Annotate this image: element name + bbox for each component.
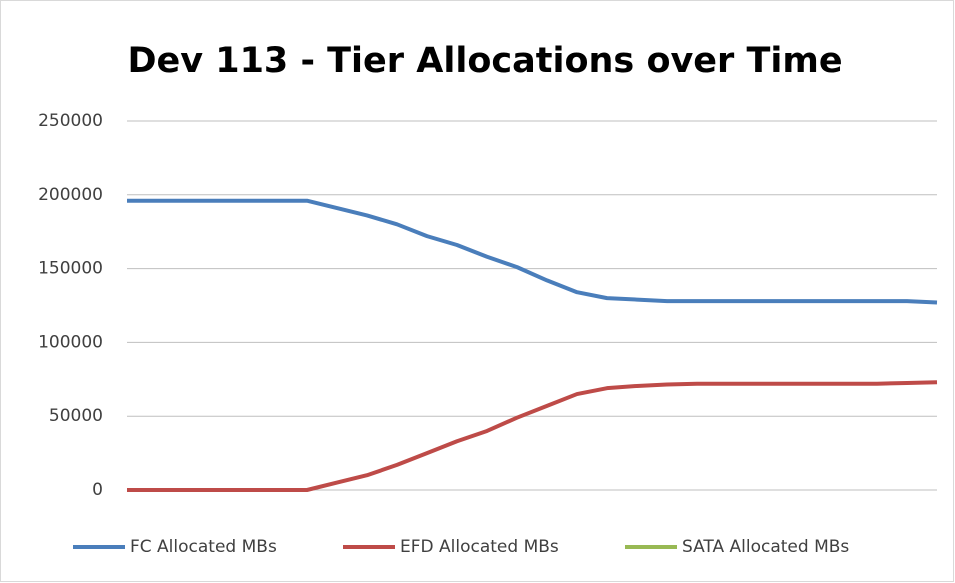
y-tick-label: 100000 xyxy=(38,332,103,352)
y-tick-label: 200000 xyxy=(38,185,103,205)
chart-title: Dev 113 - Tier Allocations over Time xyxy=(127,41,842,81)
legend-label: SATA Allocated MBs xyxy=(682,537,849,557)
y-tick-label: 250000 xyxy=(38,111,103,131)
y-tick-label: 50000 xyxy=(49,406,103,426)
y-tick-label: 0 xyxy=(92,480,103,500)
y-tick-label: 150000 xyxy=(38,259,103,279)
legend-label: FC Allocated MBs xyxy=(130,537,277,557)
legend-label: EFD Allocated MBs xyxy=(400,537,559,557)
series-line xyxy=(127,380,938,492)
series-line xyxy=(127,198,938,305)
